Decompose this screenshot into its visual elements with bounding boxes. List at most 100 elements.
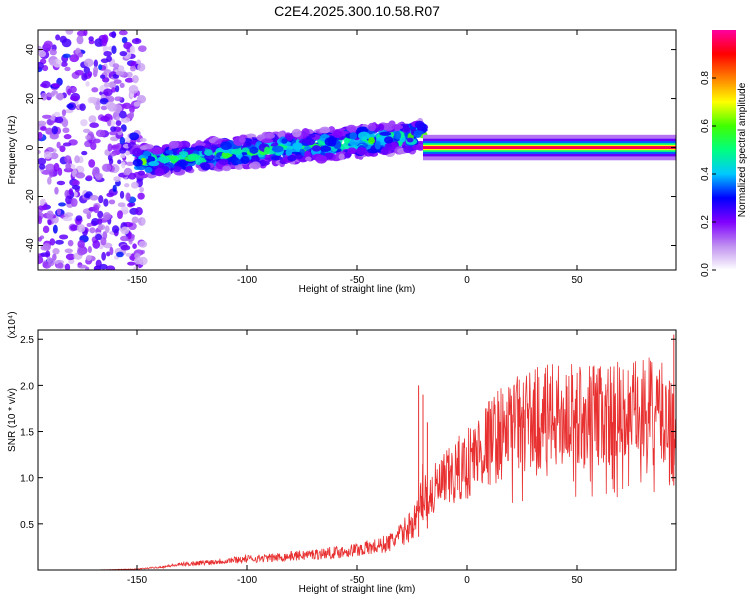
heatmap-cell	[100, 105, 108, 111]
heatmap-cell	[38, 204, 48, 211]
heatmap-cell	[125, 150, 131, 156]
heatmap-cell	[108, 199, 116, 205]
heatmap-cell	[106, 251, 111, 257]
snr-y-ticks: 0.5 1.0 1.5 2.0 2.5	[20, 335, 676, 531]
heatmap-cell	[51, 125, 59, 135]
heatmap-cell	[271, 156, 284, 161]
heatmap-cell	[120, 153, 126, 159]
heatmap-cell	[135, 207, 143, 216]
x-tick-label: -100	[237, 575, 257, 586]
heatmap-cell	[95, 233, 103, 241]
heatmap-cell	[45, 163, 56, 172]
heatmap-cell	[56, 180, 66, 186]
heatmap-cell	[53, 111, 61, 117]
heatmap-cell	[43, 40, 53, 49]
heatmap-cell	[49, 132, 59, 140]
snr-y-axis-label: SNR (10 * v/v)	[7, 388, 18, 452]
heatmap-cell	[129, 65, 137, 72]
heatmap-cell	[281, 138, 288, 144]
heatmap-cell	[92, 166, 100, 176]
heatmap-cell	[122, 102, 132, 110]
heatmap-cell	[406, 137, 414, 143]
heatmap-cell	[89, 227, 96, 234]
heatmap-cell	[349, 132, 358, 140]
heatmap-line-band	[423, 146, 676, 150]
heatmap-cell	[69, 224, 80, 231]
heatmap-cell	[305, 156, 312, 162]
heatmap-cell	[123, 41, 133, 50]
heatmap-cell	[128, 85, 139, 94]
heatmap-cell	[89, 122, 99, 128]
heatmap-cell	[154, 167, 165, 177]
heatmap-cell	[87, 71, 93, 77]
heatmap-cell	[85, 81, 90, 87]
x-tick-label: 0	[464, 275, 470, 286]
heatmap-cell	[115, 120, 122, 127]
heatmap-cell	[56, 92, 64, 101]
heatmap-cell	[347, 147, 357, 154]
heatmap-cell	[51, 83, 61, 88]
heatmap-cell	[144, 166, 153, 173]
x-tick-label: 0	[464, 575, 470, 586]
heatmap-cell	[87, 246, 92, 253]
heatmap-cell	[49, 49, 57, 56]
heatmap-cell	[54, 186, 59, 195]
heatmap-cell	[138, 45, 147, 53]
heatmap-cell	[113, 79, 122, 84]
heatmap-cell	[301, 128, 310, 137]
heatmap-cell	[200, 162, 211, 171]
heatmap-cell	[103, 88, 113, 97]
heatmap-cell	[240, 155, 250, 165]
heatmap-cell	[97, 224, 106, 231]
x-tick-label: 50	[571, 275, 583, 286]
heatmap-cell	[38, 131, 43, 140]
heatmap-cell	[108, 158, 114, 165]
heatmap-cell	[194, 145, 206, 152]
heatmap-cell	[127, 261, 136, 266]
snr-plot-area	[38, 330, 676, 570]
heatmap-cell	[130, 181, 139, 189]
snr-line	[38, 357, 676, 570]
heatmap-cell	[131, 75, 139, 84]
colorbar-ticks: 0.0 0.2 0.4 0.6 0.8	[700, 71, 716, 277]
heatmap-cell	[95, 173, 102, 181]
snr-panel: -150 -100 -50 0 50 0.5 1.0 1.5 2.0 2.5 Height of…	[7, 311, 677, 595]
heatmap-cell	[287, 154, 297, 162]
heatmap-cell	[413, 130, 424, 135]
heatmap-cell	[187, 153, 200, 161]
snr-x-ticks: -150 -100 -50 0 50	[127, 330, 583, 586]
colorbar-tick-label: 0.6	[700, 119, 711, 133]
heatmap-cell	[234, 164, 244, 170]
heatmap-cell	[107, 143, 113, 152]
heatmap-cell	[43, 151, 52, 160]
heatmap-cell	[261, 138, 274, 144]
figure-title: C2E4.2025.300.10.58.R07	[274, 3, 440, 19]
heatmap-cell	[102, 44, 108, 54]
snr-series	[38, 334, 676, 570]
heatmap-cell	[61, 38, 72, 48]
heatmap-cell	[74, 155, 80, 164]
heatmap-cell	[93, 59, 99, 68]
heatmap-cell	[49, 59, 57, 66]
heatmap-cell	[284, 133, 294, 142]
heatmap-cell	[101, 34, 109, 44]
heatmap-cell	[62, 142, 72, 147]
heatmap-cell	[89, 194, 99, 201]
heatmap-cell	[368, 137, 375, 145]
heatmap-cell	[285, 149, 292, 157]
heatmap-cell	[356, 147, 368, 156]
heatmap-cell	[250, 161, 261, 170]
heatmap-cell	[53, 162, 60, 172]
heatmap-cell	[89, 96, 98, 104]
heatmap-cell	[137, 170, 146, 176]
heatmap-cell	[83, 58, 94, 68]
heatmap-cell	[311, 145, 322, 152]
heatmap-cell	[38, 215, 43, 225]
heatmap-cell	[151, 146, 163, 155]
heatmap-cell	[120, 235, 130, 242]
heatmap-cell	[64, 263, 71, 270]
heatmap-cell	[68, 188, 74, 196]
heatmap-cell	[75, 215, 83, 222]
heatmap-cell	[271, 145, 284, 153]
heatmap-cell	[40, 244, 49, 251]
